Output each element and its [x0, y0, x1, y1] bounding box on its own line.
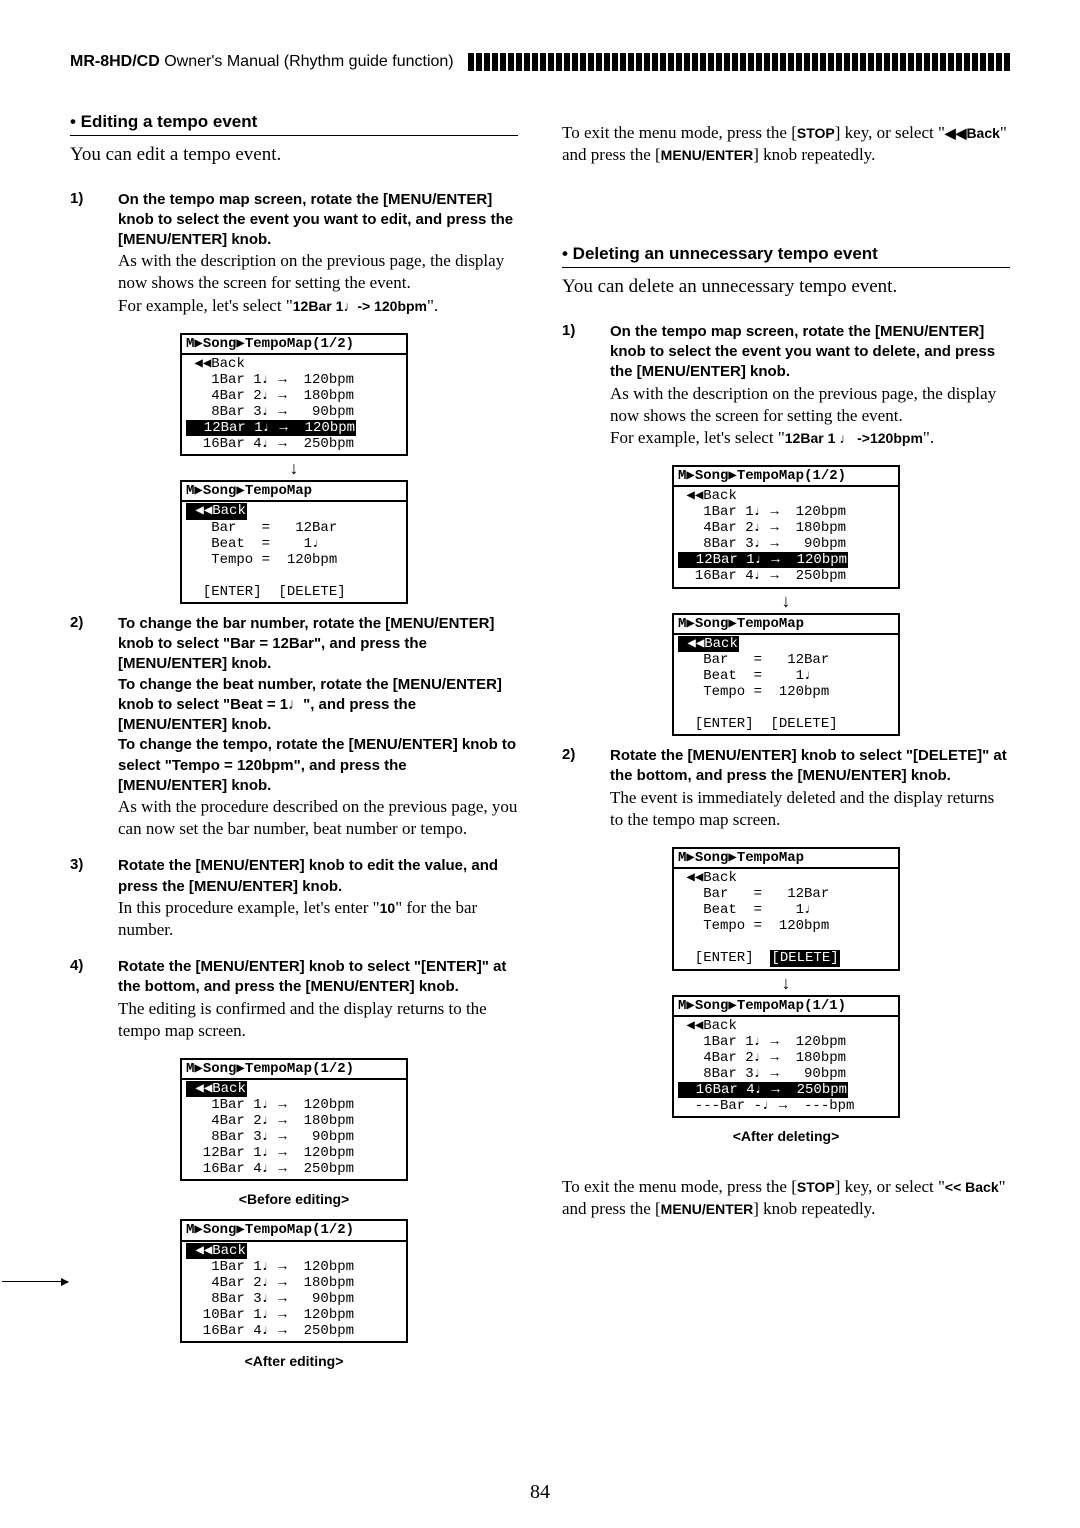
lcd-body: ◀◀Back Bar = 12Bar Beat = 1♩ Tempo = 120…: [674, 869, 898, 969]
lcd-screen-delete-2: M▶Song▶TempoMap ◀◀Back Bar = 12Bar Beat …: [562, 847, 1010, 1118]
lcd-highlighted-row: 12Bar 1♩ → 120bpm: [678, 552, 848, 568]
step-plain-text: As with the description on the previous …: [118, 250, 518, 294]
step-3: 3) Rotate the [MENU/ENTER] knob to edit …: [70, 856, 518, 941]
lcd-title: M▶Song▶TempoMap(1/2): [182, 1060, 406, 1080]
arrow-down-icon: ↓: [562, 592, 1010, 610]
section-title-editing: • Editing a tempo event: [70, 112, 518, 136]
step-plain-text: As with the description on the previous …: [610, 383, 1010, 427]
step-bold-text: On the tempo map screen, rotate the [MEN…: [118, 190, 518, 251]
lcd-highlighted-back: ◀◀Back: [186, 1243, 247, 1259]
step-bold-text: Rotate the [MENU/ENTER] knob to select "…: [118, 957, 518, 998]
step-bold-text: On the tempo map screen, rotate the [MEN…: [610, 322, 1010, 383]
step-plain-text: For example, let's select "12Bar 1♩-> 12…: [118, 295, 518, 317]
step-body: On the tempo map screen, rotate the [MEN…: [118, 190, 518, 317]
step-plain-text: The event is immediately deleted and the…: [610, 787, 1010, 831]
lcd-title: M▶Song▶TempoMap(1/2): [182, 335, 406, 355]
lcd-title: M▶Song▶TempoMap: [674, 615, 898, 635]
step-4: 4) Rotate the [MENU/ENTER] knob to selec…: [70, 957, 518, 1042]
step-number: 1): [562, 322, 610, 449]
lcd-highlighted-row: 12Bar 1♩ → 120bpm: [186, 420, 356, 436]
step-body: Rotate the [MENU/ENTER] knob to edit the…: [118, 856, 518, 941]
lcd-screen-after: M▶Song▶TempoMap(1/2) ◀◀Back 1Bar 1♩ → 12…: [70, 1219, 518, 1343]
lcd-title: M▶Song▶TempoMap(1/2): [674, 467, 898, 487]
step-1-delete: 1) On the tempo map screen, rotate the […: [562, 322, 1010, 449]
lcd-body: ◀◀Back Bar = 12Bar Beat = 1♩ Tempo = 120…: [182, 502, 406, 602]
step-body: Rotate the [MENU/ENTER] knob to select "…: [610, 746, 1010, 831]
lcd-highlighted-back: ◀◀Back: [186, 1081, 247, 1097]
step-2: 2) To change the bar number, rotate the …: [70, 614, 518, 840]
step-bold-text: To change the beat number, rotate the [M…: [118, 675, 518, 736]
lcd-title: M▶Song▶TempoMap(1/2): [182, 1221, 406, 1241]
step-bold-text: To change the tempo, rotate the [MENU/EN…: [118, 735, 518, 796]
step-plain-text: For example, let's select "12Bar 1 ♩ ->1…: [610, 427, 1010, 449]
step-bold-text: Rotate the [MENU/ENTER] knob to edit the…: [118, 856, 518, 897]
step-2-delete: 2) Rotate the [MENU/ENTER] knob to selec…: [562, 746, 1010, 831]
pointer-arrow-icon: [2, 1281, 68, 1282]
step-number: 1): [70, 190, 118, 317]
step-1: 1) On the tempo map screen, rotate the […: [70, 190, 518, 317]
intro-deleting: You can delete an unnecessary tempo even…: [562, 274, 1010, 300]
lcd-screen-1: M▶Song▶TempoMap(1/2) ◀◀Back 1Bar 1♩ → 12…: [70, 333, 518, 604]
step-plain-text: The editing is confirmed and the display…: [118, 998, 518, 1042]
step-body: Rotate the [MENU/ENTER] knob to select "…: [118, 957, 518, 1042]
left-column: • Editing a tempo event You can edit a t…: [70, 112, 518, 1381]
header-decoration-bar: [468, 53, 1010, 71]
page-number: 84: [0, 1481, 1080, 1504]
arrow-down-icon: ↓: [562, 974, 1010, 992]
lcd-body: ◀◀Back Bar = 12Bar Beat = 1♩ Tempo = 120…: [674, 635, 898, 735]
lcd-title: M▶Song▶TempoMap: [182, 482, 406, 502]
step-number: 3): [70, 856, 118, 941]
exit-instruction-2: To exit the menu mode, press the [STOP] …: [562, 1176, 1010, 1220]
caption-after-deleting: <After deleting>: [562, 1128, 1010, 1144]
step-number: 2): [562, 746, 610, 831]
arrow-down-icon: ↓: [70, 459, 518, 477]
lcd-body: ◀◀Back 1Bar 1♩ → 120bpm 4Bar 2♩ → 180bpm…: [674, 1017, 898, 1117]
step-bold-text: To change the bar number, rotate the [ME…: [118, 614, 518, 675]
content-columns: • Editing a tempo event You can edit a t…: [70, 112, 1010, 1381]
lcd-highlighted-back: ◀◀Back: [678, 636, 739, 652]
step-body: To change the bar number, rotate the [ME…: [118, 614, 518, 840]
lcd-highlighted-delete: [DELETE]: [770, 950, 839, 966]
caption-before-editing: <Before editing>: [70, 1191, 518, 1207]
lcd-highlighted-back: ◀◀Back: [186, 503, 247, 519]
intro-editing: You can edit a tempo event.: [70, 142, 518, 168]
lcd-title: M▶Song▶TempoMap: [674, 849, 898, 869]
lcd-screen-before: M▶Song▶TempoMap(1/2) ◀◀Back 1Bar 1♩ → 12…: [70, 1058, 518, 1182]
step-number: 2): [70, 614, 118, 840]
lcd-title: M▶Song▶TempoMap(1/1): [674, 997, 898, 1017]
step-number: 4): [70, 957, 118, 1042]
model-name: MR-8HD/CD: [70, 53, 160, 70]
manual-subtitle: Owner's Manual (Rhythm guide function): [160, 53, 454, 70]
lcd-body: ◀◀Back 1Bar 1♩ → 120bpm 4Bar 2♩ → 180bpm…: [182, 1080, 406, 1180]
step-bold-text: Rotate the [MENU/ENTER] knob to select "…: [610, 746, 1010, 787]
right-column: To exit the menu mode, press the [STOP] …: [562, 112, 1010, 1381]
page-header: MR-8HD/CD Owner's Manual (Rhythm guide f…: [70, 50, 1010, 74]
lcd-body: ◀◀Back 1Bar 1♩ → 120bpm 4Bar 2♩ → 180bpm…: [182, 1242, 406, 1342]
step-plain-text: In this procedure example, let's enter "…: [118, 897, 518, 941]
lcd-highlighted-row: 16Bar 4♩ → 250bpm: [678, 1082, 848, 1098]
lcd-screen-delete-1: M▶Song▶TempoMap(1/2) ◀◀Back 1Bar 1♩ → 12…: [562, 465, 1010, 736]
step-body: On the tempo map screen, rotate the [MEN…: [610, 322, 1010, 449]
header-text: MR-8HD/CD Owner's Manual (Rhythm guide f…: [70, 53, 454, 71]
exit-instruction-1: To exit the menu mode, press the [STOP] …: [562, 122, 1010, 166]
step-plain-text: As with the procedure described on the p…: [118, 796, 518, 840]
lcd-body: ◀◀Back 1Bar 1♩ → 120bpm 4Bar 2♩ → 180bpm…: [674, 487, 898, 587]
caption-after-editing: <After editing>: [70, 1353, 518, 1369]
lcd-body: ◀◀Back 1Bar 1♩ → 120bpm 4Bar 2♩ → 180bpm…: [182, 355, 406, 455]
section-title-deleting: • Deleting an unnecessary tempo event: [562, 244, 1010, 268]
